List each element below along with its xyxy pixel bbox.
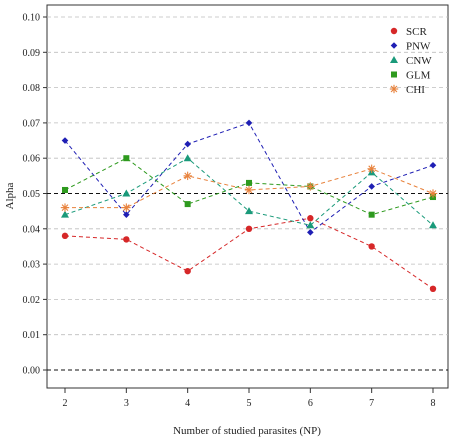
y-tick-label: 0.08 <box>23 83 41 94</box>
data-point-cnw <box>429 221 437 229</box>
data-point-glm <box>62 186 68 193</box>
data-point-cnw <box>306 221 315 229</box>
y-tick-label: 0.00 <box>23 366 41 377</box>
y-tick-label: 0.05 <box>23 189 41 200</box>
y-axis-title: Alpha <box>4 182 16 209</box>
series-markers <box>60 119 438 293</box>
y-tick-label: 0.06 <box>23 154 41 165</box>
legend-marker-pnw <box>390 42 398 49</box>
data-point-chi <box>122 203 131 212</box>
data-point-pnw <box>184 140 191 148</box>
y-tick-label: 0.01 <box>23 330 41 341</box>
legend-label-cnw: CNW <box>406 55 432 67</box>
data-point-scr <box>184 267 191 275</box>
data-point-pnw <box>245 119 253 127</box>
data-point-pnw <box>429 161 437 169</box>
data-point-scr <box>61 232 69 240</box>
data-point-cnw <box>122 189 131 197</box>
x-tick-label: 6 <box>308 398 313 409</box>
legend-marker-scr <box>390 27 398 35</box>
x-tick-label: 8 <box>431 398 436 409</box>
x-tick-label: 2 <box>63 398 68 409</box>
reference-lines <box>47 193 448 371</box>
legend-label-pnw: PNW <box>406 41 431 53</box>
x-tick-label: 5 <box>247 398 252 409</box>
data-point-chi <box>306 182 315 191</box>
data-point-scr <box>429 285 437 293</box>
legend-marker-cnw <box>390 56 398 63</box>
data-point-cnw <box>183 154 192 162</box>
x-tick-label: 3 <box>124 398 129 409</box>
legend-label-glm: GLM <box>406 70 431 82</box>
plot-frame <box>46 4 449 389</box>
grid-lines <box>47 16 448 336</box>
y-axis-ticks: 0.00 0.01 0.02 0.03 0.04 0.05 0.06 0.07 0.08 0.09… <box>23 13 47 377</box>
legend: SCR PNW CNW GLM CHI <box>389 26 432 96</box>
y-tick-label: 0.10 <box>23 13 41 24</box>
x-axis-title: Number of studied parasites (NP) <box>173 425 321 437</box>
legend-label-scr: SCR <box>406 26 427 38</box>
data-point-chi <box>183 171 192 181</box>
legend-label-chi: CHI <box>406 84 425 96</box>
data-point-glm <box>184 201 191 208</box>
legend-marker-glm <box>391 71 397 78</box>
y-tick-label: 0.04 <box>23 224 41 235</box>
data-point-glm <box>246 179 252 186</box>
data-point-pnw <box>368 183 375 190</box>
data-point-glm <box>123 155 130 162</box>
data-point-chi <box>367 164 376 173</box>
series-line-pnw <box>64 122 434 234</box>
data-point-chi <box>244 185 254 195</box>
data-point-pnw <box>123 211 130 218</box>
data-point-scr <box>123 236 130 243</box>
y-tick-label: 0.02 <box>23 295 41 306</box>
data-point-pnw <box>61 137 69 144</box>
data-point-scr <box>245 225 253 232</box>
data-point-cnw <box>245 207 253 215</box>
x-tick-label: 7 <box>369 398 374 409</box>
y-tick-label: 0.03 <box>23 260 41 271</box>
legend-marker-chi <box>389 84 399 94</box>
y-tick-label: 0.07 <box>23 118 41 129</box>
data-point-glm <box>368 211 375 218</box>
data-point-cnw <box>61 210 69 218</box>
data-point-scr <box>307 215 314 222</box>
x-tick-label: 4 <box>185 398 190 409</box>
data-point-chi <box>428 189 438 198</box>
data-point-pnw <box>307 229 314 236</box>
y-tick-label: 0.09 <box>23 48 41 59</box>
data-point-chi <box>60 203 70 212</box>
data-point-scr <box>368 243 375 250</box>
x-axis-ticks: 2 3 4 5 6 7 8 <box>63 388 436 409</box>
